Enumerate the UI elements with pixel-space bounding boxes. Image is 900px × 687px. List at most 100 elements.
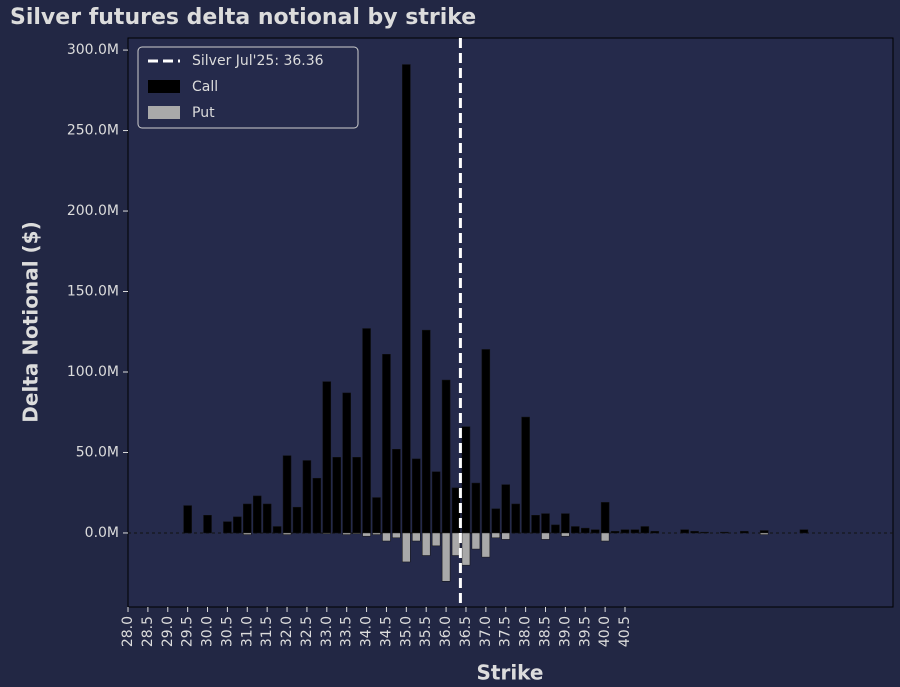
x-tick-label: 39.5	[577, 616, 593, 647]
bar	[561, 513, 570, 534]
x-tick-label: 30.0	[200, 616, 216, 647]
bar	[203, 515, 212, 534]
bar	[471, 532, 481, 550]
x-tick-label: 35.0	[398, 616, 414, 647]
bar	[620, 529, 630, 534]
bar	[342, 532, 351, 535]
y-tick-label: 50.0M	[76, 444, 119, 460]
x-tick-label: 31.0	[239, 616, 255, 647]
y-tick-label: 300.0M	[67, 42, 119, 58]
bar	[252, 495, 262, 534]
bar	[302, 460, 312, 534]
bar	[521, 416, 530, 534]
x-tick-label: 35.5	[418, 616, 434, 647]
bar	[759, 532, 769, 535]
legend-swatch	[148, 106, 180, 119]
bar	[392, 449, 401, 534]
bar	[412, 458, 421, 534]
bar	[431, 471, 441, 534]
bar	[421, 329, 431, 534]
bar	[233, 516, 242, 534]
x-tick-label: 29.0	[160, 616, 176, 647]
bar	[481, 349, 491, 534]
x-tick-label: 28.0	[120, 616, 136, 647]
x-tick-label: 28.5	[140, 616, 156, 647]
legend-label: Put	[192, 105, 215, 121]
chart-title: Silver futures delta notional by strike	[10, 5, 476, 30]
bar	[471, 482, 481, 534]
x-tick-label: 36.0	[438, 616, 454, 647]
bar	[690, 531, 699, 534]
x-tick-label: 33.0	[319, 616, 335, 647]
bar	[441, 532, 451, 582]
bar	[541, 532, 550, 540]
bar	[421, 532, 431, 556]
x-tick-label: 36.5	[458, 616, 474, 647]
bar	[600, 532, 610, 542]
y-axis-label: Delta Notional ($)	[19, 221, 43, 422]
bar	[332, 457, 341, 534]
bar	[630, 529, 640, 534]
x-tick-label: 38.0	[518, 616, 534, 647]
bar	[382, 532, 391, 542]
bar	[650, 531, 660, 534]
bar	[600, 502, 610, 534]
y-tick-label: 150.0M	[67, 284, 119, 300]
bar	[312, 477, 322, 534]
bar	[372, 497, 381, 534]
bar	[352, 457, 361, 534]
bar	[571, 526, 580, 534]
legend-label: Call	[192, 79, 218, 95]
bar	[531, 515, 540, 534]
y-tick-label: 100.0M	[67, 364, 119, 380]
bar	[610, 531, 620, 534]
bar	[501, 484, 510, 534]
bar	[680, 529, 689, 534]
bar	[799, 529, 809, 534]
x-tick-label: 31.5	[259, 616, 275, 647]
x-tick-label: 30.5	[219, 616, 235, 647]
bar	[461, 426, 471, 534]
x-tick-label: 34.5	[378, 616, 394, 647]
bar	[581, 527, 590, 534]
bar	[431, 532, 441, 547]
x-tick-label: 40.0	[597, 616, 613, 647]
bar	[362, 328, 371, 534]
x-tick-label: 32.0	[279, 616, 295, 647]
x-axis-label: Strike	[476, 661, 543, 685]
bar	[352, 532, 361, 535]
bar	[412, 532, 421, 542]
y-tick-label: 0.0M	[85, 525, 119, 541]
bar	[511, 503, 520, 534]
x-tick-label: 39.0	[557, 616, 573, 647]
bar	[451, 532, 461, 556]
x-tick-label: 34.0	[359, 616, 375, 647]
bar	[272, 526, 282, 534]
x-tick-label: 37.0	[478, 616, 494, 647]
x-tick-label: 32.5	[299, 616, 315, 647]
bar	[362, 532, 371, 537]
bar	[590, 529, 600, 534]
bar	[322, 532, 332, 535]
bar	[223, 521, 232, 534]
bar	[461, 532, 471, 566]
bar	[262, 503, 272, 534]
bar	[700, 531, 709, 534]
bar	[282, 455, 292, 534]
bar	[402, 64, 411, 534]
bar	[183, 505, 192, 534]
bar	[392, 532, 401, 539]
legend-label: Silver Jul'25: 36.36	[192, 53, 324, 69]
bar	[759, 530, 769, 534]
bar	[243, 503, 252, 534]
bar	[282, 532, 292, 535]
legend-box	[137, 46, 359, 129]
bar	[491, 508, 501, 534]
y-tick-label: 250.0M	[67, 123, 119, 139]
x-tick-label: 38.5	[537, 616, 553, 647]
bar	[451, 487, 461, 534]
bar	[342, 392, 351, 534]
bar	[382, 354, 391, 534]
